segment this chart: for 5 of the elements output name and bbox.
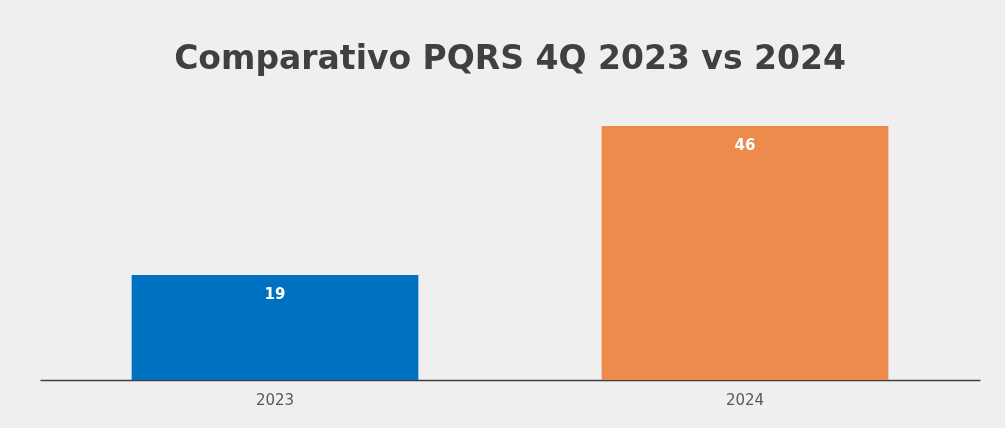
data-label: 46	[734, 136, 756, 154]
x-tick-label: 2024	[725, 390, 765, 409]
chart-title: Comparativo PQRS 4Q 2023 vs 2024	[174, 38, 846, 77]
data-label: 19	[264, 285, 286, 304]
x-tick-label: 2023	[255, 390, 295, 409]
